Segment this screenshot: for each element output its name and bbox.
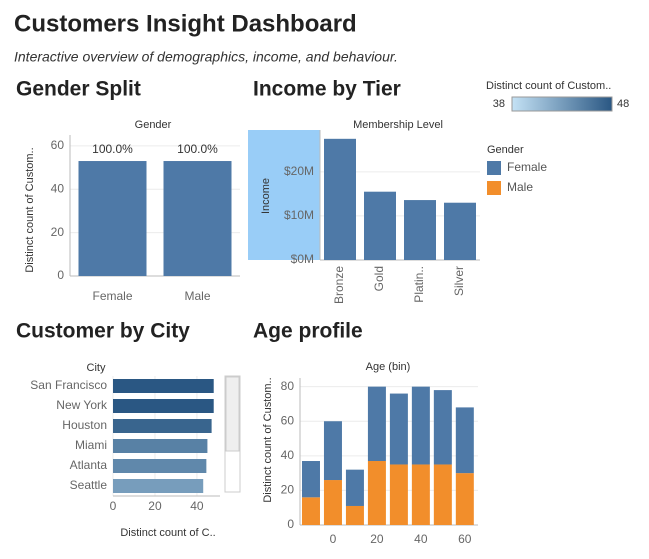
y-tick-label: Houston [62, 418, 107, 432]
bar-segment [411, 386, 430, 465]
x-tick-label: Platin.. [412, 266, 426, 303]
scrollbar-thumb[interactable] [225, 376, 240, 452]
y-tick-label: 0 [57, 268, 64, 282]
bar-segment [433, 464, 452, 525]
x-axis-label: Distinct count of C.. [120, 527, 215, 539]
bar [113, 479, 204, 493]
chart-header: Gender [135, 119, 172, 131]
x-tick-label: Bronze [332, 266, 346, 304]
y-tick-label: 40 [281, 448, 295, 462]
bar-segment [345, 505, 364, 525]
chart-header: Membership Level [353, 119, 443, 131]
bar [364, 191, 396, 260]
bar [324, 138, 356, 260]
legend-min: 38 [493, 98, 505, 110]
y-tick-label: $10M [284, 208, 314, 222]
legend-label: Male [507, 180, 533, 194]
bar [113, 439, 208, 453]
dashboard-title: Customers Insight Dashboard [14, 10, 357, 37]
bar-segment [323, 421, 342, 481]
x-tick-label: Male [184, 289, 210, 303]
chart-header: City [87, 362, 106, 374]
y-tick-label: Miami [75, 438, 107, 452]
x-tick-label: 40 [414, 532, 428, 546]
bar-segment [411, 464, 430, 525]
bar-segment [455, 407, 474, 474]
y-tick-label: 20 [281, 483, 295, 497]
bar-segment [433, 390, 452, 465]
bar [113, 379, 214, 393]
bar-segment [389, 393, 408, 465]
bar-segment [455, 473, 474, 525]
bar [78, 161, 147, 276]
bar-segment [389, 464, 408, 525]
x-tick-label: 20 [370, 532, 384, 546]
y-tick-label: Seattle [70, 478, 108, 492]
y-tick-label: New York [56, 398, 108, 412]
bar [113, 419, 212, 433]
bar [113, 399, 214, 413]
y-tick-label: 60 [281, 413, 295, 427]
x-tick-label: Female [92, 289, 132, 303]
y-tick-label: 0 [287, 517, 294, 531]
bar-segment [345, 469, 364, 506]
legend-label: Female [507, 160, 547, 174]
legend-title: Gender [487, 144, 524, 156]
legend-swatch [487, 181, 501, 195]
chart-title: Age profile [253, 320, 363, 343]
y-axis-label: Distinct count of Custom.. [262, 377, 274, 502]
bar [444, 202, 476, 260]
bar-segment [367, 461, 386, 525]
chart-title: Customer by City [16, 320, 190, 343]
y-tick-label: $20M [284, 164, 314, 178]
y-tick-label: 60 [51, 138, 65, 152]
data-label: 100.0% [92, 142, 133, 156]
bar-segment [323, 480, 342, 525]
data-label: 100.0% [177, 142, 218, 156]
color-ramp [511, 96, 613, 112]
x-tick-label: 20 [148, 499, 162, 513]
x-tick-label: Silver [452, 266, 466, 296]
legend-swatch [487, 161, 501, 175]
bar [113, 459, 207, 473]
bar-segment [367, 386, 386, 462]
chart-header: Age (bin) [366, 361, 411, 373]
x-tick-label: 60 [458, 532, 472, 546]
y-axis-label: Income [260, 178, 272, 214]
selection-highlight[interactable] [248, 130, 320, 260]
y-tick-label: 20 [51, 225, 65, 239]
chart-title: Income by Tier [253, 78, 401, 101]
dashboard-subtitle: Interactive overview of demographics, in… [14, 49, 398, 65]
bar-segment [301, 497, 320, 525]
bar-segment [301, 461, 320, 498]
y-tick-label: 80 [281, 379, 295, 393]
y-tick-label: $0M [291, 252, 314, 266]
legend-max: 48 [617, 98, 629, 110]
y-tick-label: Atlanta [70, 458, 108, 472]
y-axis-label: Distinct count of Custom.. [24, 147, 36, 272]
y-tick-label: San Francisco [30, 378, 107, 392]
chart-title: Gender Split [16, 78, 141, 101]
x-tick-label: Gold [372, 266, 386, 291]
x-tick-label: 40 [190, 499, 204, 513]
y-tick-label: 40 [51, 181, 65, 195]
legend-title: Distinct count of Custom.. [486, 80, 611, 92]
bar [163, 161, 232, 276]
bar [404, 200, 436, 260]
x-tick-label: 0 [330, 532, 337, 546]
x-tick-label: 0 [110, 499, 117, 513]
